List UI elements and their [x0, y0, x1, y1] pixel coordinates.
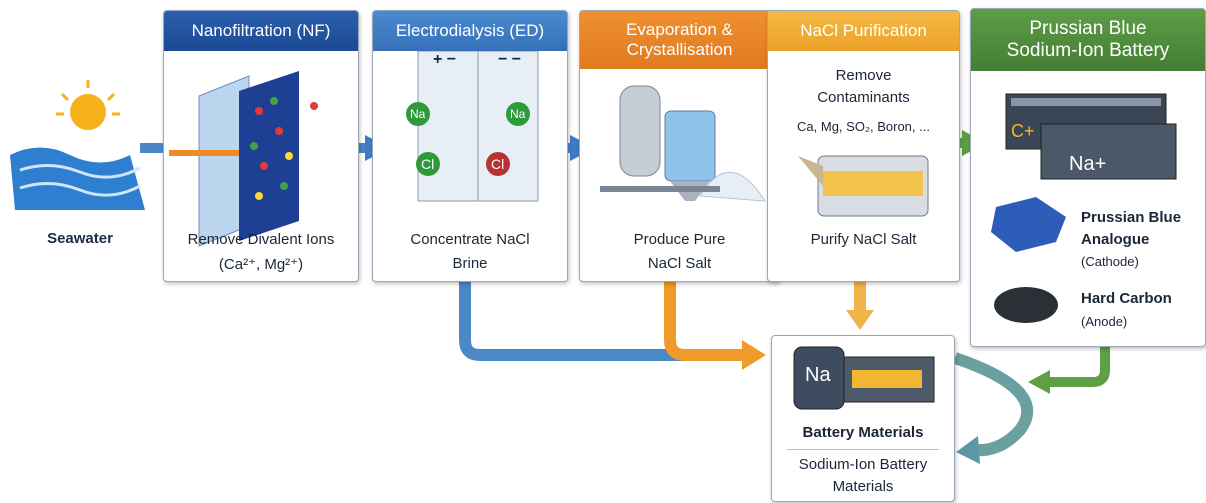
stage-caption: Purify NaCl Salt	[768, 231, 959, 248]
output-title: Battery Materials	[772, 424, 954, 441]
polarity: − −	[498, 51, 521, 69]
stage-caption: Brine	[373, 255, 567, 272]
tank-icon	[768, 146, 959, 226]
arrow-head	[956, 436, 980, 464]
stage-title: Evaporation & Crystallisation	[580, 11, 779, 69]
output-subtitle: Sodium-Ion Battery	[772, 456, 954, 473]
ion-label: Na	[510, 107, 525, 121]
arrow	[1048, 345, 1105, 382]
source-label: Seawater	[40, 230, 120, 247]
material-role: (Cathode)	[1081, 254, 1139, 269]
stage-caption: Produce Pure	[580, 231, 779, 248]
stage-card: Evaporation & Crystallisation Produce Pu…	[579, 10, 780, 282]
ion-label: Cl	[421, 156, 434, 172]
stage-caption: Concentrate NaCl	[373, 231, 567, 248]
evaporator-icon	[580, 76, 779, 226]
ion-label: Na	[410, 107, 425, 121]
cell-label: C+	[1011, 121, 1035, 142]
arrow-head	[1028, 370, 1050, 394]
stage-caption: NaCl Salt	[580, 255, 779, 272]
stage-caption: Remove Divalent Ions	[164, 231, 358, 248]
material-name: Hard Carbon	[1081, 290, 1172, 307]
cell-label: Na	[805, 364, 831, 387]
output-subtitle: Materials	[772, 478, 954, 495]
title-line: Evaporation &	[580, 20, 779, 40]
stage-caption: (Ca²⁺, Mg²⁺)	[164, 255, 358, 273]
stage-card: Nanofiltration (NF) Remove Divalent Ions…	[163, 10, 359, 282]
polarity: + −	[433, 51, 456, 69]
seawater-icon	[0, 60, 160, 220]
battery-title: Prussian Blue Sodium-Ion Battery	[971, 9, 1205, 71]
battery-card: Prussian Blue Sodium-Ion Battery C+ Na+ …	[970, 8, 1206, 347]
material-name: Analogue	[1081, 231, 1149, 248]
stage-title: NaCl Purification	[768, 11, 959, 51]
material-role: (Anode)	[1081, 314, 1127, 329]
ion-label: Cl	[491, 156, 504, 172]
arrow	[465, 280, 745, 355]
divider	[787, 449, 939, 450]
contaminants: Ca, Mg, SO₂, Boron, ...	[768, 119, 959, 134]
arrow-head	[846, 310, 874, 330]
stage-title: Electrodialysis (ED)	[373, 11, 567, 51]
stage-card: Electrodialysis (ED) + − − − Na Na Cl Cl…	[372, 10, 568, 282]
stage-title: Nanofiltration (NF)	[164, 11, 358, 51]
stage-subtitle: Remove	[768, 67, 959, 84]
stage-card: NaCl Purification Remove Contaminants Ca…	[767, 10, 960, 282]
output-battery-icon	[772, 342, 954, 417]
cell-label: Na+	[1069, 153, 1106, 176]
title-line: Prussian Blue	[971, 18, 1205, 40]
arrow	[955, 358, 1027, 450]
arrow	[670, 280, 745, 355]
title-line: Crystallisation	[580, 40, 779, 60]
arrow-head	[742, 340, 766, 370]
diagram: Seawater Nanofiltration (NF) Remove Diva…	[0, 0, 1206, 503]
title-line: Sodium-Ion Battery	[971, 40, 1205, 62]
output-card: Na Battery Materials Sodium-Ion Battery …	[771, 335, 955, 502]
stage-subtitle: Contaminants	[768, 89, 959, 106]
material-name: Prussian Blue	[1081, 209, 1181, 226]
ed-icon	[373, 51, 567, 261]
battery-icon	[971, 84, 1205, 194]
